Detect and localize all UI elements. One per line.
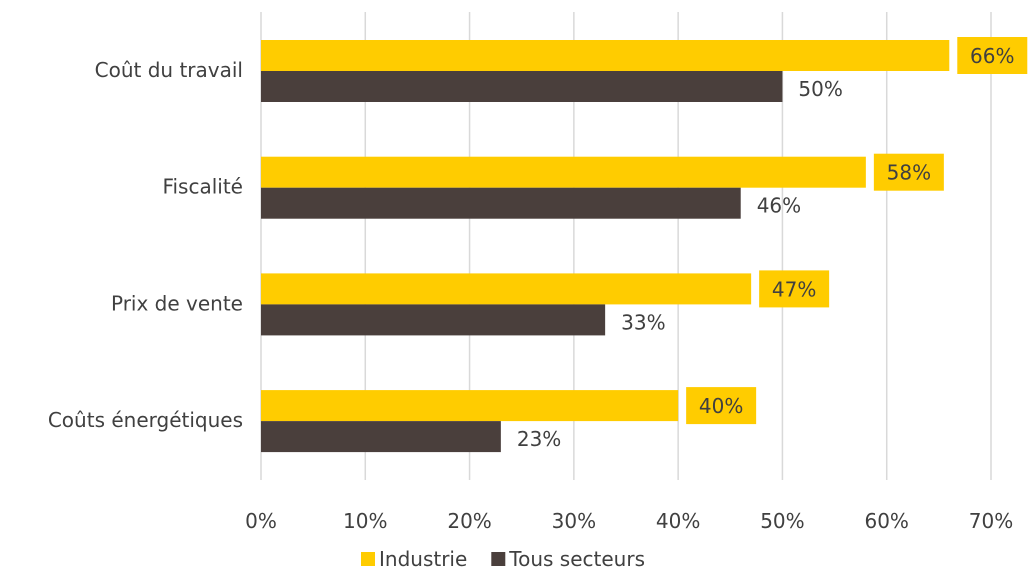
data-label-tous-secteurs: 46% <box>757 194 801 218</box>
bar-industrie <box>261 273 752 305</box>
bar-tous-secteurs <box>261 304 606 336</box>
data-label-industrie: 66% <box>970 44 1014 68</box>
data-label-box-industrie <box>873 153 944 191</box>
bar-industrie <box>261 40 950 71</box>
bars: 66% 50% 58% 46% 47% 33% 40% 23% <box>261 37 1028 453</box>
data-label-industrie: 58% <box>887 161 931 185</box>
x-tick-label: 70% <box>969 509 1013 533</box>
category-label: Coûts énergétiques <box>48 408 243 432</box>
legend-label: Tous secteurs <box>508 547 645 571</box>
x-tick-label: 30% <box>552 509 596 533</box>
x-tick-labels: 0% 10% 20% 30% 40% 50% 60% 70% <box>245 509 1013 533</box>
x-tick-label: 50% <box>760 509 804 533</box>
data-label-industrie: 47% <box>772 277 816 301</box>
data-label-industrie: 40% <box>699 394 743 418</box>
bar-industrie <box>261 156 866 188</box>
category-label: Fiscalité <box>162 175 243 199</box>
data-label-box-industrie <box>686 387 757 425</box>
bar-tous-secteurs <box>261 71 783 102</box>
x-tick-label: 40% <box>656 509 700 533</box>
x-tick-label: 60% <box>864 509 908 533</box>
category-labels: Coût du travail Fiscalité Prix de vente Coû… <box>48 58 243 432</box>
data-label-tous-secteurs: 50% <box>798 77 842 101</box>
category-label: Prix de vente <box>111 291 243 315</box>
bar-industrie <box>261 390 679 422</box>
data-label-tous-secteurs: 23% <box>517 427 561 451</box>
legend-swatch <box>361 552 375 566</box>
data-label-tous-secteurs: 33% <box>621 310 665 334</box>
x-tick-label: 0% <box>245 509 277 533</box>
legend-label: Industrie <box>379 547 467 571</box>
category-label: Coût du travail <box>95 58 243 82</box>
bar-tous-secteurs <box>261 421 501 453</box>
data-label-box-industrie <box>759 270 830 308</box>
data-label-box-industrie <box>957 37 1028 74</box>
legend-swatch <box>491 552 506 566</box>
bar-tous-secteurs <box>261 187 741 219</box>
x-tick-label: 10% <box>343 509 387 533</box>
legend: Industrie Tous secteurs <box>361 547 645 571</box>
x-tick-label: 20% <box>447 509 491 533</box>
